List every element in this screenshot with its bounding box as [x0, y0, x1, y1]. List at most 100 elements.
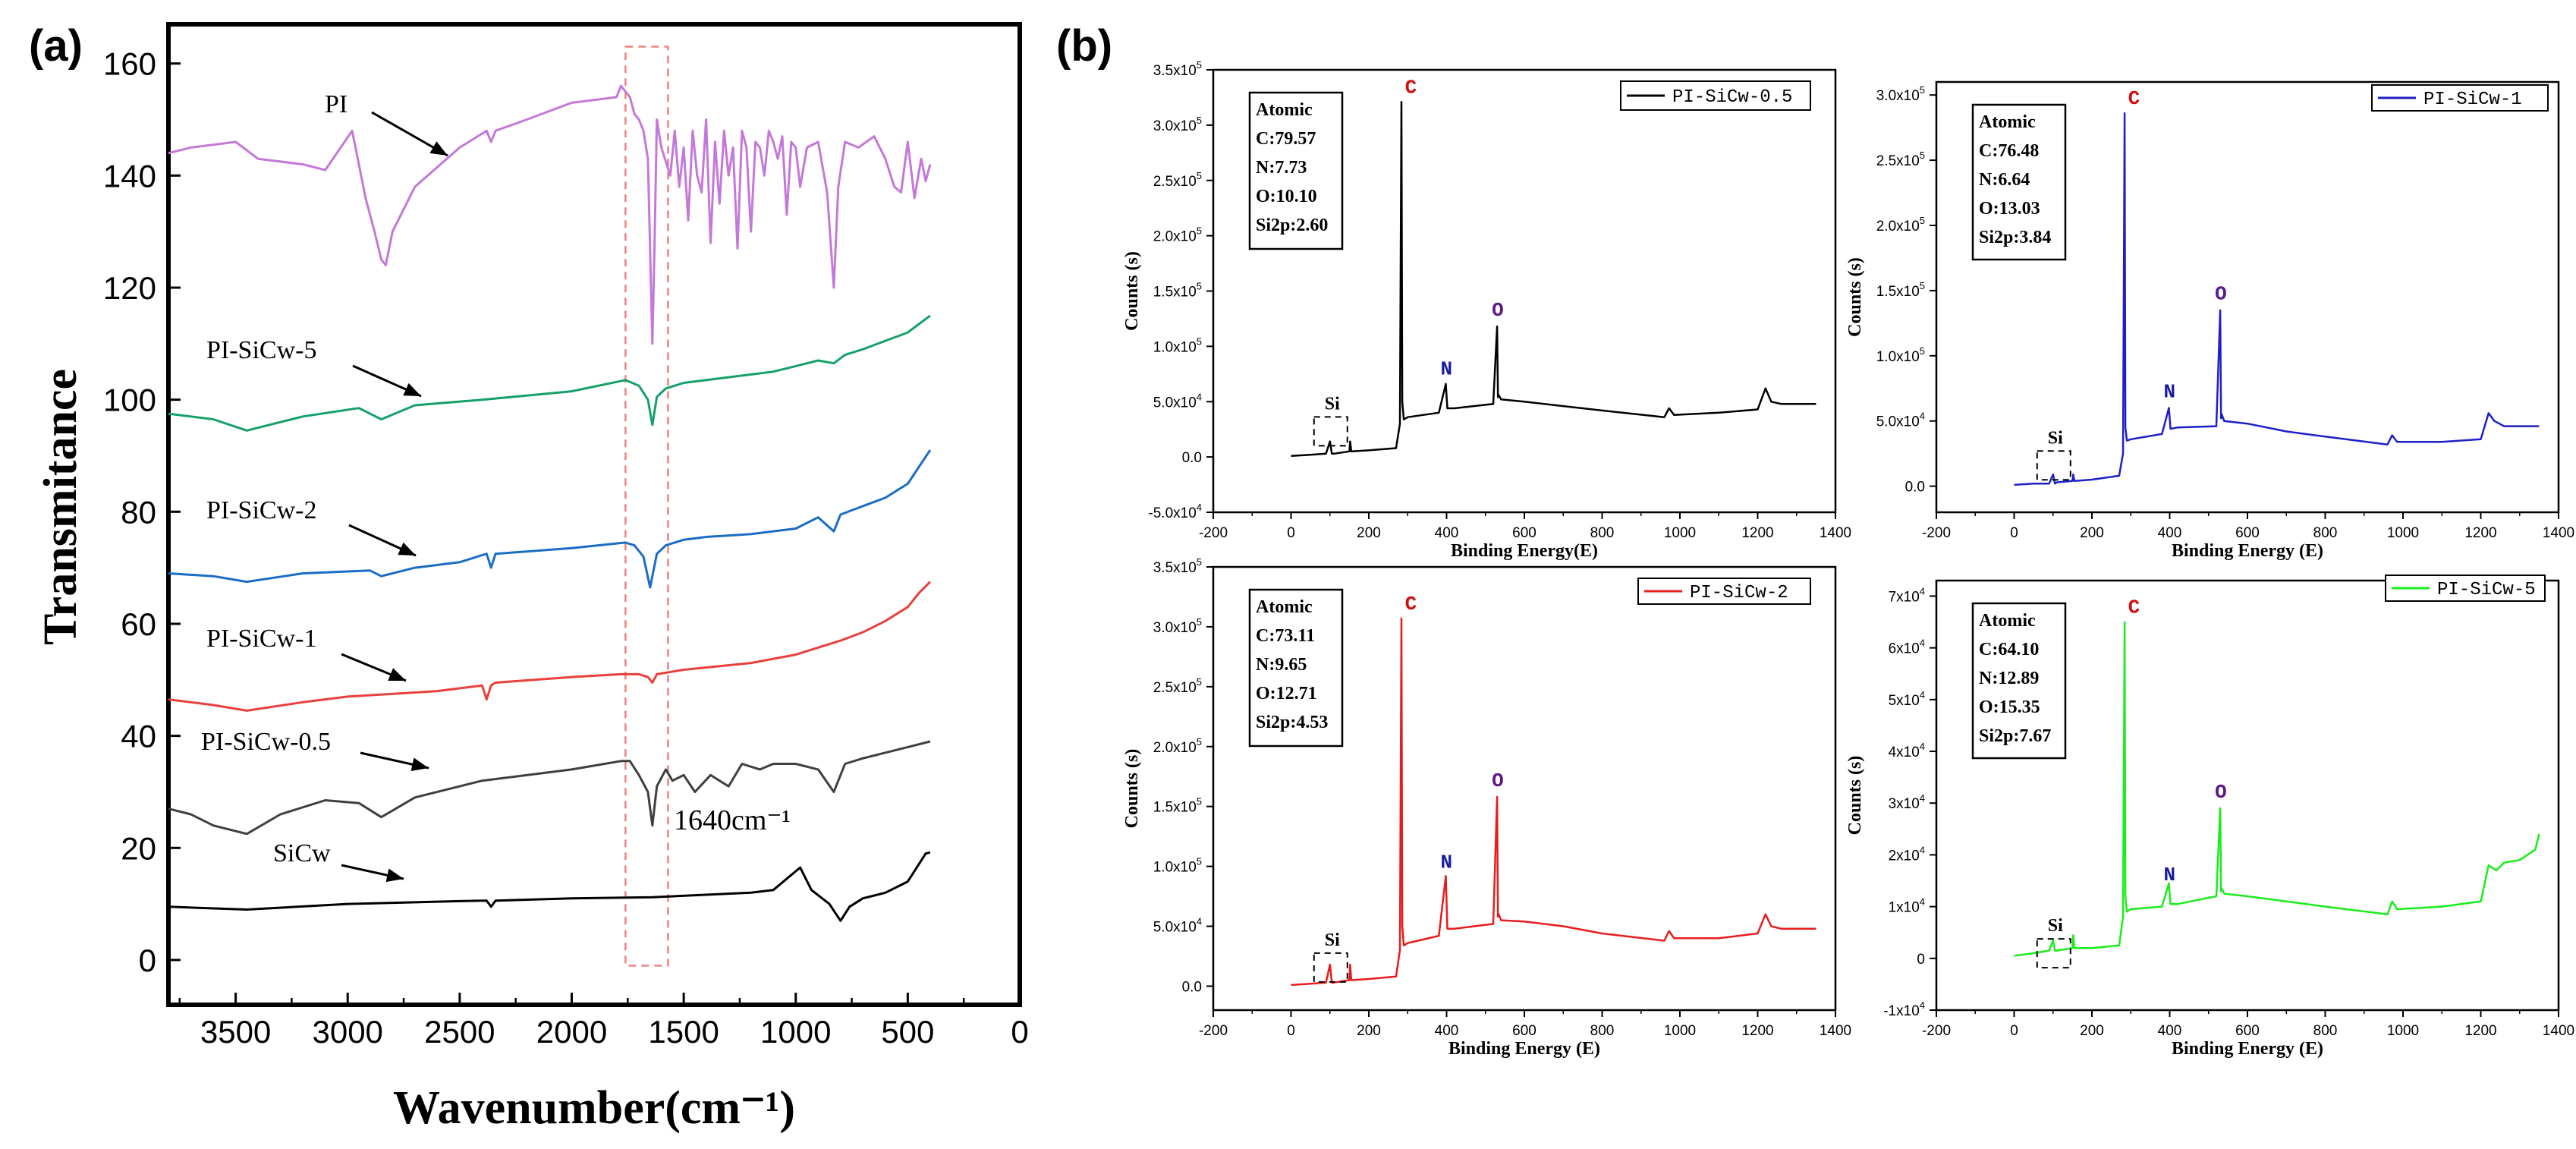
atomic-composition-line: C:64.10	[1979, 640, 2039, 659]
atomic-composition-line: Atomic	[1979, 611, 2036, 631]
x-tick-label: 400	[2158, 525, 2182, 541]
atomic-composition-box	[1971, 602, 2067, 760]
atomic-composition-line: Atomic	[1979, 112, 2036, 132]
atomic-composition-line: C:73.11	[1256, 626, 1315, 646]
x-tick-label: 0	[1287, 525, 1295, 541]
peak-annotation: 1640cm⁻¹	[674, 804, 791, 836]
atomic-composition-line: Si2p:2.60	[1256, 216, 1328, 235]
y-tick-label: 2.5x105	[1153, 170, 1202, 190]
xps-spectrum-line	[2014, 112, 2540, 486]
y-tick-label: 1.5x105	[1153, 281, 1202, 301]
x-tick-label: 200	[2080, 525, 2104, 541]
x-tick-label: 1500	[648, 1014, 719, 1050]
peak-label-c: C	[1405, 76, 1417, 99]
peak-label-si: Si	[2048, 916, 2063, 936]
y-tick-label: 1.0x105	[1153, 335, 1202, 355]
x-tick-label: 1400	[1820, 1023, 1851, 1039]
y-tick-label: 160	[103, 46, 156, 82]
x-tick-label: 1000	[760, 1014, 831, 1050]
y-axis-label: Transmitance	[35, 369, 86, 645]
x-tick-label: 800	[2313, 1023, 2338, 1039]
y-tick-label: 3.5x105	[1153, 59, 1202, 79]
atomic-composition-line: O:12.71	[1256, 684, 1317, 704]
legend-label: PI-SiCw-2	[1690, 583, 1788, 603]
x-tick-label: 3000	[312, 1014, 382, 1050]
atomic-composition-line: Si2p:3.84	[1979, 228, 2051, 247]
x-tick-label: 200	[1357, 1023, 1381, 1039]
legend-label: PI-SiCw-5	[2437, 580, 2536, 600]
ftir-chart: 3500 3000 2500 2000 1500 1000 500 0 0 20 40 60 80 100…	[35, 22, 1029, 1134]
x-tick-label: 1000	[1664, 1023, 1696, 1039]
x-axis-label: Binding Energy (E)	[1448, 1039, 1600, 1059]
y-tick-label: 40	[121, 719, 156, 754]
x-axis-label: Binding Energy(E)	[1451, 541, 1598, 561]
y-tick-label: 2.0x105	[1153, 736, 1202, 756]
xps-spectrum-line	[1291, 617, 1816, 987]
x-tick-label: 600	[2235, 525, 2260, 541]
legend-label: PI-SiCw-1	[2423, 90, 2522, 110]
y-tick-label: -5.0x104	[1148, 502, 1202, 521]
x-tick-label: 800	[1590, 1023, 1615, 1039]
xps-subplot-3: -200 0 200 400 600 800 1000 1200 1400 0.0 5.0x104 1…	[1122, 556, 1851, 1059]
peak-label-n: N	[1441, 851, 1453, 874]
y-tick-label: 3.5x105	[1153, 556, 1202, 576]
xps-spectrum-line	[1291, 101, 1816, 457]
series-label: PI-SiCw-0.5	[201, 728, 331, 756]
y-tick-label: 0	[139, 943, 156, 978]
x-tick-label: 0	[1287, 1023, 1295, 1039]
peak-label-si: Si	[2048, 428, 2063, 448]
x-tick-label: 400	[1435, 1023, 1459, 1039]
series-line-pi	[168, 84, 932, 345]
atomic-composition-line: N:12.89	[1979, 669, 2039, 688]
x-tick-label: 800	[2313, 525, 2338, 541]
y-tick-label: 5.0x104	[1876, 411, 1925, 430]
peak-label-o: O	[2215, 781, 2227, 804]
arrow-head	[385, 868, 404, 883]
y-tick-label: 80	[121, 494, 156, 530]
series-line-pi-sicw-0-5	[168, 740, 931, 836]
y-axis-label: Counts (s)	[1122, 251, 1142, 331]
y-tick-label: 0.0	[1182, 979, 1202, 995]
atomic-composition-line: Atomic	[1256, 100, 1313, 120]
x-tick-label: 1000	[2387, 1023, 2419, 1039]
y-tick-label: 140	[103, 158, 156, 194]
y-tick-label: 3.0x105	[1153, 616, 1202, 636]
x-tick-label: 1000	[2387, 525, 2419, 541]
x-tick-label: 1200	[1741, 525, 1773, 541]
y-tick-label: 0.0	[1905, 480, 1925, 496]
peak-label-c: C	[2128, 597, 2140, 619]
peak-label-c: C	[2128, 87, 2140, 110]
xps-subplot-1: -200 0 200 400 600 800 1000 1200 1400 -5.0x104 0.0…	[1122, 59, 1851, 561]
xps-subplot-2: -200 0 200 400 600 800 1000 1200 1400 0.0 5.0x104 1…	[1845, 80, 2574, 561]
atomic-composition-line: O:15.35	[1979, 697, 2040, 717]
atomic-composition-line: N:6.64	[1979, 170, 2030, 190]
si-highlight-box	[1313, 416, 1348, 447]
series-label: PI	[325, 90, 348, 118]
highlight-box	[624, 46, 669, 967]
y-tick-label: 1.5x105	[1876, 280, 1925, 300]
peak-label-n: N	[1441, 357, 1453, 380]
si-highlight-box	[1313, 952, 1348, 983]
series-line-sicw	[168, 851, 931, 922]
atomic-composition-line: O:10.10	[1256, 187, 1317, 206]
x-tick-label: 600	[1512, 1023, 1536, 1039]
y-tick-label: 0	[1917, 952, 1925, 968]
x-tick-label: 800	[1590, 525, 1615, 541]
x-tick-label: 600	[1512, 525, 1536, 541]
x-tick-label: 600	[2235, 1023, 2260, 1039]
series-line-pi-sicw-2	[168, 449, 932, 589]
peak-label-o: O	[1492, 770, 1504, 792]
y-tick-label: 2.0x105	[1876, 215, 1925, 235]
atomic-composition-line: C:76.48	[1979, 141, 2039, 161]
x-tick-label: 2500	[424, 1014, 495, 1050]
x-tick-label: 400	[2158, 1023, 2182, 1039]
x-tick-label: 1400	[2543, 1023, 2574, 1039]
ftir-plot-frame	[166, 22, 1022, 1007]
atomic-composition-box	[1248, 588, 1344, 748]
legend-label: PI-SiCw-0.5	[1672, 87, 1792, 108]
y-axis-label: Counts (s)	[1845, 756, 1865, 836]
arrow-head	[403, 382, 421, 396]
atomic-composition-line: Si2p:7.67	[1979, 726, 2051, 746]
y-tick-label: 7x104	[1889, 585, 1925, 605]
